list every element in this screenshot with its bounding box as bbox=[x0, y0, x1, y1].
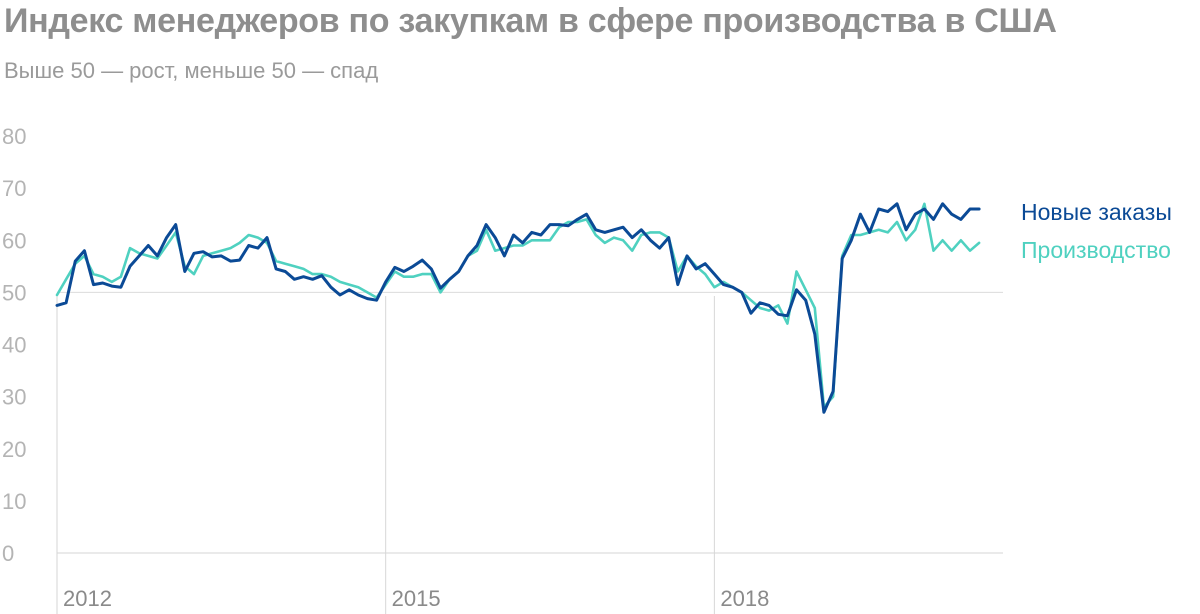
chart-subtitle: Выше 50 — рост, меньше 50 — спад bbox=[4, 58, 379, 83]
chart-title: Индекс менеджеров по закупкам в сфере пр… bbox=[4, 2, 1057, 40]
legend-new-orders: Новые заказы bbox=[1021, 199, 1172, 225]
y-tick-label: 60 bbox=[2, 228, 26, 253]
x-tick-label: 2015 bbox=[392, 586, 441, 611]
y-tick-label: 20 bbox=[2, 437, 26, 462]
y-tick-label: 80 bbox=[2, 124, 26, 149]
y-tick-label: 40 bbox=[2, 333, 26, 358]
series-line-new-orders bbox=[55, 202, 981, 414]
y-tick-label: 50 bbox=[2, 280, 26, 305]
series-layer bbox=[55, 202, 981, 414]
x-axis: 2012 2015 2018 bbox=[56, 291, 1003, 614]
series-line-production bbox=[55, 202, 981, 409]
x-tick-label: 2018 bbox=[720, 586, 769, 611]
y-axis-ticks: 0 10 20 30 40 50 60 70 80 bbox=[2, 124, 26, 566]
legend-production: Производство bbox=[1021, 237, 1171, 263]
y-tick-label: 10 bbox=[2, 489, 26, 514]
x-tick-label: 2012 bbox=[63, 586, 112, 611]
y-tick-label: 70 bbox=[2, 176, 26, 201]
y-tick-label: 0 bbox=[2, 541, 14, 566]
y-tick-label: 30 bbox=[2, 385, 26, 410]
